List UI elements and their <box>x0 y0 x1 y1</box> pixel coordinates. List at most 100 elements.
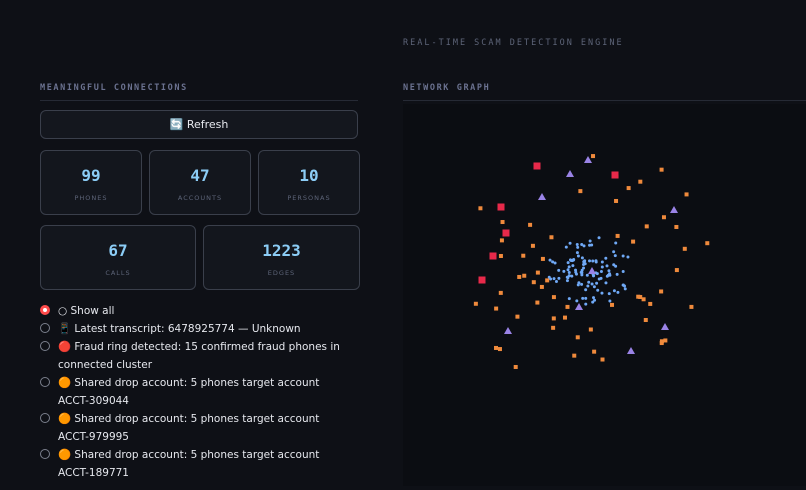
node-phone <box>580 243 584 247</box>
radio-button[interactable] <box>40 323 50 333</box>
node-phone <box>567 265 571 269</box>
node-account <box>517 274 522 279</box>
node-phone <box>566 268 570 272</box>
node-phone <box>614 241 618 245</box>
node-persona <box>661 323 669 330</box>
node-account <box>626 186 631 191</box>
node-account <box>562 315 567 320</box>
node-account <box>494 306 499 311</box>
node-phone <box>605 264 609 268</box>
radio-option[interactable]: 🟠 Shared drop account: 5 phones target a… <box>40 374 340 410</box>
node-account <box>663 338 668 343</box>
radio-button[interactable] <box>40 341 50 351</box>
node-account <box>535 270 540 275</box>
node-phone <box>621 283 625 287</box>
stat-value: 99 <box>81 166 101 185</box>
node-account <box>549 235 554 240</box>
node-phone <box>548 258 552 262</box>
node-phone <box>585 273 589 277</box>
section-title: MEANINGFUL CONNECTIONS <box>40 83 188 93</box>
node-account <box>528 222 533 227</box>
node-account <box>530 243 535 248</box>
node-persona <box>538 193 546 200</box>
radio-button[interactable] <box>40 449 50 459</box>
node-account <box>588 327 593 332</box>
radio-label: 🟠 Shared drop account: 5 phones target a… <box>58 413 320 443</box>
node-account <box>497 347 502 352</box>
node-phone <box>608 272 612 276</box>
node-phone <box>575 251 579 255</box>
radio-option[interactable]: ○ Show all <box>40 302 340 320</box>
node-fraud <box>497 203 505 211</box>
node-account <box>644 224 649 229</box>
node-phone <box>568 241 572 245</box>
node-phone <box>568 258 572 262</box>
radio-option[interactable]: 🟠 Shared drop account: 5 phones target a… <box>40 446 340 482</box>
node-account <box>659 167 664 172</box>
node-phone <box>623 287 627 291</box>
node-account <box>551 295 556 300</box>
radio-button[interactable] <box>40 377 50 387</box>
node-phone <box>582 244 586 248</box>
node-account <box>661 215 666 220</box>
node-persona <box>670 206 678 213</box>
radio-option[interactable]: 🔴 Fraud ring detected: 15 confirmed frau… <box>40 338 340 374</box>
node-phone <box>588 243 592 247</box>
node-phone <box>595 281 599 285</box>
stat-value: 47 <box>190 166 210 185</box>
node-account <box>659 339 664 344</box>
radio-option[interactable]: 📱 Latest transcript: 6478925774 — Unknow… <box>40 320 340 338</box>
node-phone <box>595 272 599 276</box>
node-phone <box>600 265 604 269</box>
node-phone <box>574 270 578 274</box>
node-fraud <box>478 276 486 284</box>
node-account <box>674 224 679 229</box>
node-account <box>638 179 643 184</box>
node-account <box>565 304 570 309</box>
stat-label: EDGES <box>267 269 296 277</box>
node-phone <box>552 277 556 281</box>
stat-card: 10 PERSONAS <box>258 150 360 215</box>
radio-button[interactable] <box>40 413 50 423</box>
node-phone <box>566 261 570 265</box>
node-phone <box>582 266 586 270</box>
refresh-button[interactable]: 🔄 Refresh <box>40 110 358 139</box>
node-account <box>615 233 620 238</box>
node-phone <box>621 254 625 258</box>
node-phone <box>562 269 566 273</box>
node-phone <box>571 264 575 268</box>
node-phone <box>567 297 571 301</box>
node-phone <box>557 268 561 272</box>
node-phone <box>567 270 571 274</box>
node-phone <box>580 273 584 277</box>
node-fraud <box>502 229 510 237</box>
node-phone <box>564 245 568 249</box>
node-account <box>592 349 597 354</box>
node-account <box>578 189 583 194</box>
radio-option[interactable]: 🟠 Shared drop account: 5 phones target a… <box>40 410 340 446</box>
node-phone <box>626 255 630 259</box>
node-persona <box>566 170 574 177</box>
node-phone <box>582 263 586 267</box>
node-account <box>531 280 536 285</box>
radio-button[interactable] <box>40 305 50 315</box>
node-account <box>705 241 710 246</box>
network-graph <box>403 104 806 486</box>
node-account <box>540 256 545 261</box>
node-account <box>631 239 636 244</box>
node-account <box>600 357 605 362</box>
node-phone <box>587 280 591 284</box>
radio-label: ○ Show all <box>58 305 115 317</box>
node-persona <box>584 156 592 163</box>
node-account <box>535 300 540 305</box>
node-phone <box>583 259 587 263</box>
divider <box>403 100 806 101</box>
node-phone <box>612 263 616 267</box>
node-account <box>638 295 643 300</box>
node-account <box>674 268 679 273</box>
node-phone <box>599 270 603 274</box>
node-phone <box>588 259 592 263</box>
node-phone <box>612 250 616 254</box>
node-account <box>575 335 580 340</box>
stat-label: PHONES <box>74 194 108 202</box>
